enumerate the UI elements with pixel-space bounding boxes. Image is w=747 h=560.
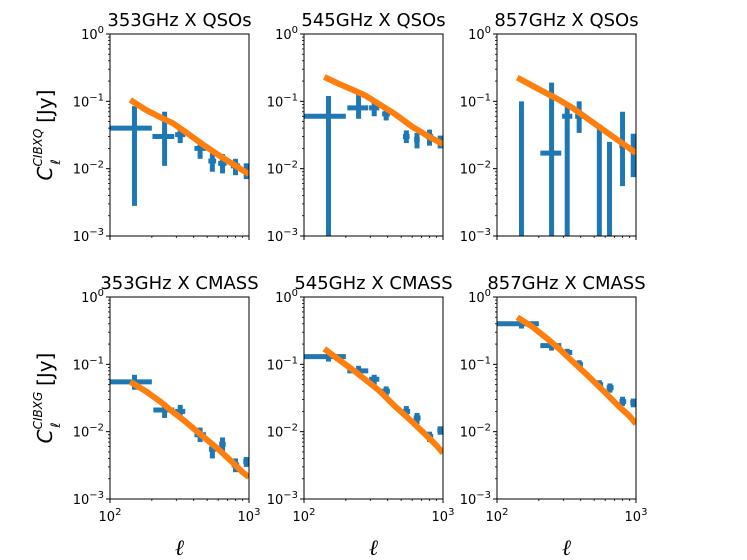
y-tick-label: 10−2 bbox=[267, 160, 298, 178]
panel-title: 857GHz X CMASS bbox=[487, 273, 645, 294]
panel-title: 857GHz X QSOs bbox=[494, 10, 638, 31]
y-tick-label: 100 bbox=[81, 25, 104, 43]
y-tick-label: 10−2 bbox=[267, 423, 298, 441]
y-tick-label: 10−3 bbox=[460, 227, 491, 245]
plot-area bbox=[497, 314, 636, 426]
y-tick-label: 10−1 bbox=[73, 355, 104, 373]
x-axis-label: ℓ bbox=[369, 536, 379, 560]
data-point bbox=[630, 398, 636, 408]
y-tick-label: 10−3 bbox=[73, 490, 104, 508]
plot-area bbox=[110, 97, 249, 206]
data-point bbox=[630, 133, 636, 178]
axes-frame bbox=[303, 296, 444, 500]
axes-frame bbox=[496, 33, 637, 237]
model-curve bbox=[515, 314, 636, 426]
x-tick-label: 103 bbox=[432, 507, 455, 525]
y-tick-label: 10−2 bbox=[460, 423, 491, 441]
data-point bbox=[347, 93, 369, 119]
data-point bbox=[413, 412, 421, 424]
x-tick-label: 102 bbox=[486, 507, 509, 525]
data-point bbox=[437, 426, 443, 435]
data-point bbox=[414, 132, 420, 149]
y-axis-label: CCIBXQ ℓ [Jy] bbox=[31, 90, 64, 181]
x-tick-label: 103 bbox=[238, 507, 261, 525]
y-tick-label: 100 bbox=[81, 288, 104, 306]
model-curve bbox=[323, 74, 443, 147]
x-tick-label: 103 bbox=[625, 507, 648, 525]
y-tick-label: 10−2 bbox=[73, 160, 104, 178]
data-point bbox=[619, 396, 627, 407]
axes-frame bbox=[109, 296, 250, 500]
y-tick-label: 100 bbox=[468, 288, 491, 306]
y-axis-label: CCIBXG ℓ [Jy] bbox=[31, 353, 64, 444]
plot-area bbox=[304, 74, 443, 236]
model-curve bbox=[515, 74, 636, 156]
panel-title: 545GHz X QSOs bbox=[301, 10, 445, 31]
data-point bbox=[562, 102, 573, 236]
data-point bbox=[619, 111, 626, 187]
axes-frame bbox=[496, 296, 637, 500]
data-point bbox=[208, 153, 217, 172]
plot-area bbox=[304, 346, 443, 456]
y-tick-label: 10−1 bbox=[73, 92, 104, 110]
y-tick-label: 100 bbox=[468, 25, 491, 43]
data-point bbox=[402, 130, 410, 144]
x-tick-label: 102 bbox=[99, 507, 122, 525]
data-point bbox=[606, 383, 614, 393]
data-point bbox=[243, 457, 249, 467]
y-tick-label: 100 bbox=[275, 25, 298, 43]
axes-frame bbox=[303, 33, 444, 237]
plot-area bbox=[515, 74, 636, 236]
x-axis-label: ℓ bbox=[562, 536, 572, 560]
data-point bbox=[540, 82, 562, 236]
y-tick-label: 10−3 bbox=[73, 227, 104, 245]
y-tick-label: 10−3 bbox=[460, 490, 491, 508]
y-tick-label: 10−1 bbox=[460, 92, 491, 110]
y-tick-label: 10−2 bbox=[460, 160, 491, 178]
y-tick-label: 10−3 bbox=[267, 490, 298, 508]
axes-frame bbox=[109, 33, 250, 237]
y-tick-label: 10−2 bbox=[73, 423, 104, 441]
x-tick-label: 102 bbox=[293, 507, 316, 525]
panel-title: 353GHz X CMASS bbox=[100, 273, 258, 294]
data-point bbox=[304, 96, 346, 236]
panel-title: 353GHz X QSOs bbox=[107, 10, 251, 31]
y-tick-label: 10−3 bbox=[267, 227, 298, 245]
x-axis-label: ℓ bbox=[175, 536, 185, 560]
plot-area bbox=[110, 374, 249, 480]
y-tick-label: 100 bbox=[275, 288, 298, 306]
data-point bbox=[607, 141, 613, 236]
model-curve bbox=[128, 379, 249, 480]
data-point bbox=[110, 106, 152, 206]
y-tick-label: 10−1 bbox=[267, 355, 298, 373]
model-curve bbox=[128, 97, 249, 177]
y-tick-label: 10−1 bbox=[267, 92, 298, 110]
data-point bbox=[596, 124, 602, 236]
panel-title: 545GHz X CMASS bbox=[294, 273, 452, 294]
y-tick-label: 10−1 bbox=[460, 355, 491, 373]
model-curve bbox=[322, 346, 443, 456]
